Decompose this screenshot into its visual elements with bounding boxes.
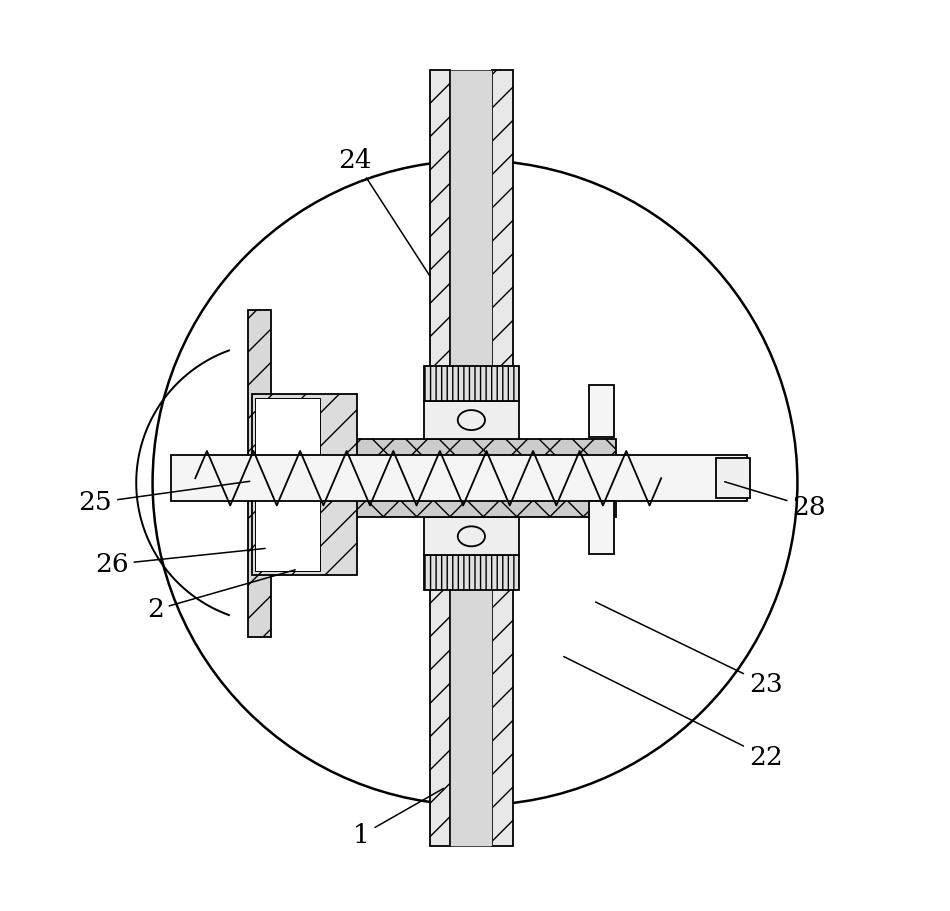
- Text: 28: 28: [725, 482, 826, 520]
- Bar: [424, 556, 519, 590]
- Text: 2: 2: [147, 569, 295, 622]
- Bar: [256, 398, 320, 571]
- Text: 22: 22: [563, 657, 783, 770]
- Bar: [492, 69, 513, 846]
- Bar: [429, 69, 450, 846]
- Bar: [424, 401, 519, 439]
- Text: 25: 25: [79, 481, 250, 516]
- Bar: [450, 69, 492, 846]
- Bar: [253, 394, 357, 576]
- Bar: [589, 384, 614, 437]
- Text: 23: 23: [596, 602, 783, 697]
- Bar: [330, 439, 616, 463]
- Bar: [715, 458, 750, 498]
- Bar: [424, 366, 519, 401]
- Bar: [248, 310, 271, 637]
- Text: 1: 1: [353, 788, 444, 847]
- Bar: [330, 494, 616, 517]
- Bar: [424, 517, 519, 556]
- Bar: [171, 456, 748, 501]
- Bar: [589, 501, 614, 554]
- Text: 26: 26: [95, 548, 265, 577]
- Text: 24: 24: [338, 148, 430, 276]
